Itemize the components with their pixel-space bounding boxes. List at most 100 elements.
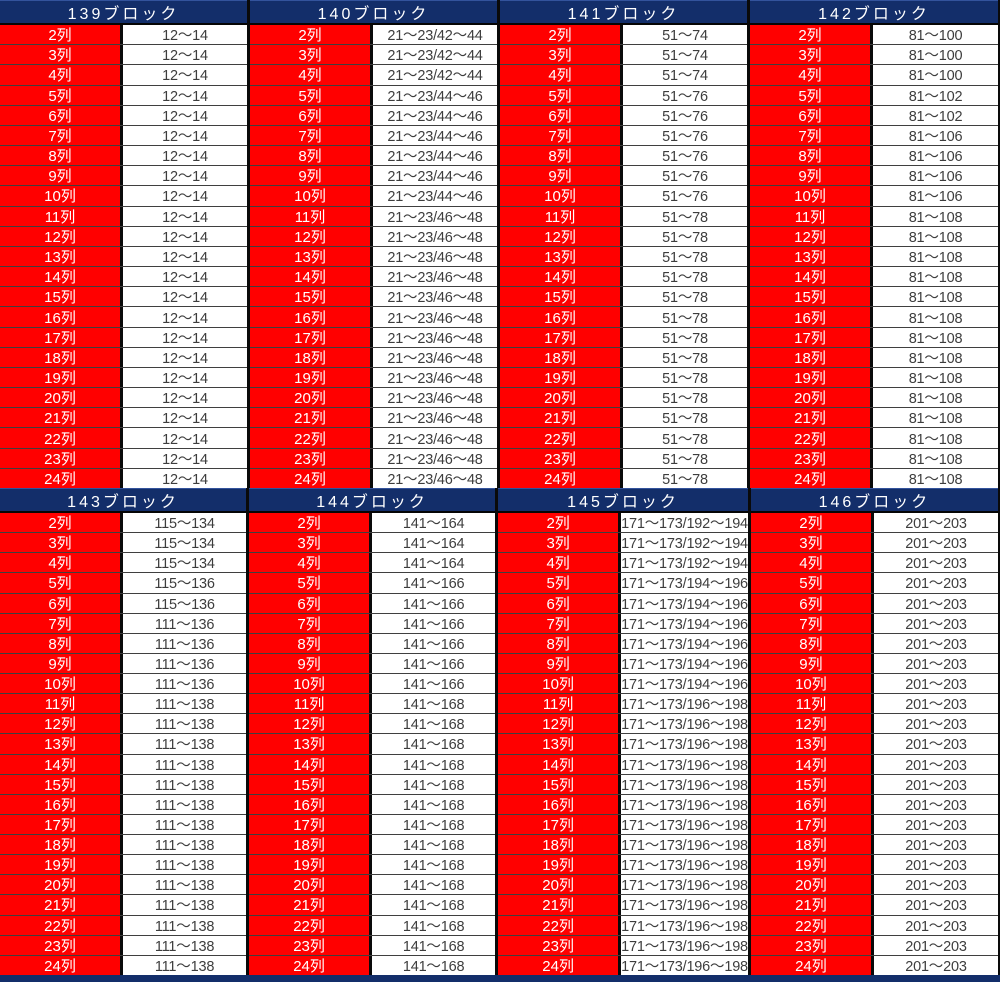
seat-range-value: 111～138: [123, 794, 247, 814]
row-number-label: 4列: [500, 65, 623, 85]
table-row: 10列 81～106: [750, 185, 998, 206]
table-row: 18列 201～203: [750, 834, 998, 855]
table-row: 8列 21～23/44～46: [250, 145, 497, 166]
table-row: 9列 111～136: [0, 652, 247, 673]
table-row: 24列 81～108: [750, 467, 998, 488]
seat-range-value: 51～76: [623, 186, 747, 206]
row-number-label: 17列: [498, 814, 622, 834]
table-row: 22列 171～173/196～198: [498, 914, 748, 935]
row-number-label: 24列: [500, 468, 623, 488]
row-number-label: 23列: [250, 448, 373, 468]
table-row: 11列 12～14: [0, 205, 247, 226]
seat-range-value: 81～108: [873, 468, 998, 488]
table-row: 21列 111～138: [0, 894, 247, 915]
seat-range-value: 171～173/196～198: [621, 895, 748, 915]
seat-range-value: 81～108: [873, 347, 998, 367]
table-row: 6列 21～23/44～46: [250, 104, 497, 125]
seat-range-value: 115～134: [123, 533, 247, 553]
row-number-label: 14列: [498, 754, 622, 774]
table-row: 23列 12～14: [0, 447, 247, 468]
row-number-label: 4列: [0, 65, 123, 85]
table-row: 23列 21～23/46～48: [250, 447, 497, 468]
table-row: 19列 81～108: [750, 366, 998, 388]
seat-range-value: 51～78: [623, 428, 747, 448]
row-number-label: 23列: [498, 935, 622, 955]
table-row: 3列 171～173/192～194: [498, 532, 748, 553]
seat-range-value: 81～108: [873, 226, 998, 246]
seat-range-value: 171～173/196～198: [621, 915, 748, 935]
row-number-label: 8列: [500, 146, 623, 166]
seat-range-value: 201～203: [873, 513, 998, 533]
seat-range-value: 51～76: [623, 125, 747, 146]
seat-range-value: 201～203: [873, 855, 998, 875]
table-row: 7列 201～203: [750, 612, 998, 633]
row-number-label: 11列: [750, 206, 873, 226]
row-number-label: 10列: [498, 674, 622, 694]
table-row: 21列 21～23/46～48: [250, 407, 497, 428]
seat-range-value: 81～106: [873, 186, 998, 206]
table-row: 6列 51～76: [500, 104, 747, 125]
row-number-label: 15列: [249, 774, 373, 794]
table-row: 21列 201～203: [750, 894, 998, 915]
seat-range-value: 81～108: [873, 388, 998, 408]
block-title: 143ブロック: [0, 488, 247, 513]
seat-range-value: 201～203: [873, 935, 998, 955]
table-row: 21列 171～173/196～198: [498, 894, 748, 915]
seat-range-value: 201～203: [873, 533, 998, 553]
seat-range-value: 21～23/46～48: [373, 206, 497, 226]
row-number-label: 18列: [250, 347, 373, 367]
table-row: 2列 115～134: [0, 513, 247, 533]
row-number-label: 7列: [0, 613, 123, 633]
row-number-label: 3列: [500, 45, 623, 65]
seat-range-value: 141～168: [372, 835, 496, 855]
row-number-label: 17列: [0, 327, 123, 347]
seat-range-value: 12～14: [123, 246, 247, 267]
seat-range-value: 12～14: [123, 448, 247, 468]
seat-range-value: 111～138: [123, 774, 247, 794]
row-number-label: 12列: [750, 714, 874, 734]
row-number-label: 8列: [750, 146, 873, 166]
seat-range-value: 111～136: [123, 633, 247, 653]
row-number-label: 13列: [0, 734, 123, 754]
table-row: 13列 81～108: [750, 245, 998, 267]
seat-range-value: 201～203: [873, 835, 998, 855]
table-row: 17列 201～203: [750, 813, 998, 834]
table-row: 8列 12～14: [0, 145, 247, 166]
seat-range-value: 21～23/46～48: [373, 347, 497, 367]
seat-range-value: 51～76: [623, 105, 747, 125]
seat-range-value: 12～14: [123, 388, 247, 408]
seat-range-value: 201～203: [873, 573, 998, 593]
table-row: 5列 12～14: [0, 84, 247, 105]
seat-block: 144ブロック 2列 141～164 3列 141～164 4列 141～164 5列 141～…: [249, 488, 499, 975]
row-number-label: 19列: [249, 855, 373, 875]
row-number-label: 24列: [498, 955, 622, 975]
table-row: 14列 81～108: [750, 266, 998, 287]
row-number-label: 15列: [0, 287, 123, 307]
table-row: 20列 141～168: [249, 874, 496, 895]
table-row: 16列 201～203: [750, 793, 998, 814]
table-row: 21列 51～78: [500, 407, 747, 428]
table-row: 2列 81～100: [750, 25, 998, 45]
block-title: 146ブロック: [750, 488, 998, 513]
seat-range-value: 171～173/196～198: [621, 694, 748, 714]
table-row: 19列 201～203: [750, 854, 998, 875]
row-number-label: 2列: [498, 513, 622, 533]
table-row: 8列 201～203: [750, 632, 998, 653]
row-number-label: 14列: [0, 754, 123, 774]
seat-range-value: 12～14: [123, 25, 247, 45]
table-row: 6列 12～14: [0, 104, 247, 125]
seat-range-value: 171～173/194～196: [621, 613, 748, 633]
row-number-label: 9列: [500, 166, 623, 186]
seat-range-value: 111～138: [123, 955, 247, 975]
seat-range-value: 111～136: [123, 613, 247, 633]
row-number-label: 5列: [750, 85, 873, 105]
seat-range-value: 201～203: [873, 674, 998, 694]
seat-range-value: 141～168: [372, 855, 496, 875]
table-row: 10列 21～23/44～46: [250, 185, 497, 206]
seat-range-value: 111～138: [123, 754, 247, 774]
table-row: 12列 141～168: [249, 713, 496, 734]
row-number-label: 18列: [750, 835, 874, 855]
table-row: 3列 201～203: [750, 532, 998, 553]
table-row: 14列 51～78: [500, 266, 747, 287]
seat-range-value: 81～100: [873, 25, 998, 45]
